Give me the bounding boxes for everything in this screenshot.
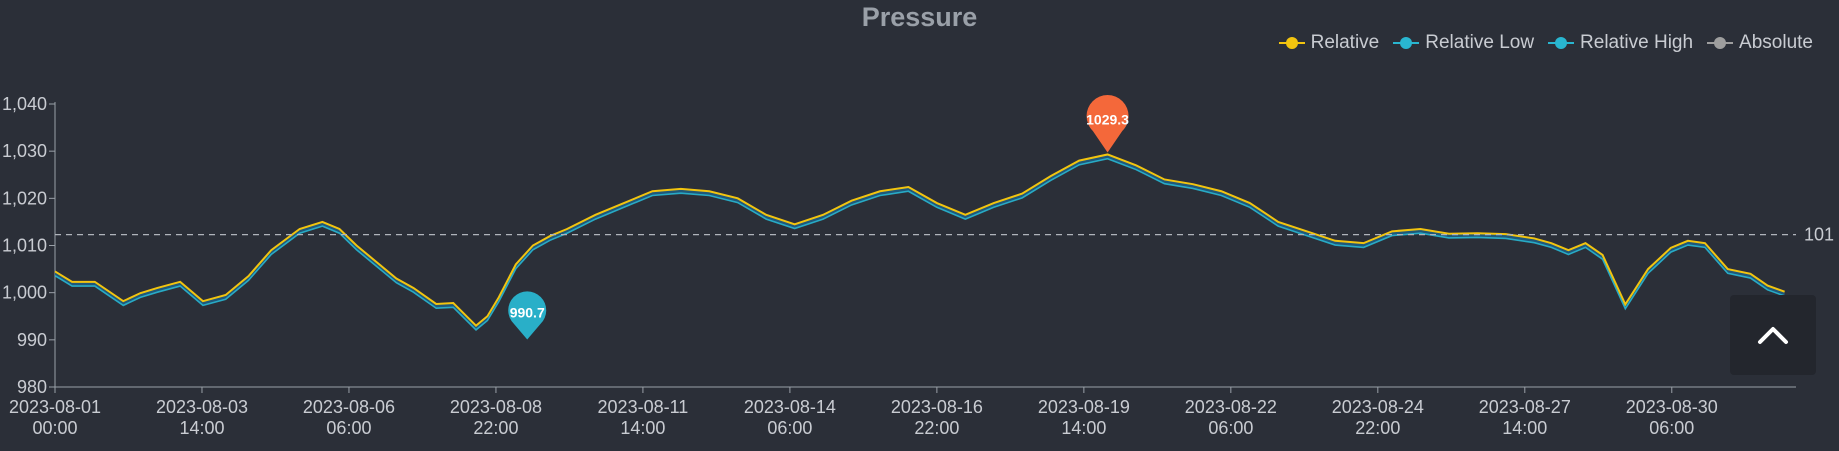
legend-marker-absolute [1707, 36, 1734, 50]
x-tick-label-time: 22:00 [473, 418, 518, 438]
relative-high-line [54, 157, 1785, 332]
y-tick-label: 1,020 [2, 188, 47, 208]
chevron-up-icon [1758, 327, 1788, 344]
legend-label-relative-low: Relative Low [1425, 32, 1535, 53]
chart-legend: Relative Relative Low Relative High Abso… [1278, 32, 1813, 54]
relative-low-band [55, 154, 1785, 330]
legend-marker-relative [1278, 36, 1305, 50]
x-tick-label-time: 22:00 [914, 418, 959, 438]
x-tick-label-date: 2023-08-16 [891, 397, 983, 417]
x-tick-label-date: 2023-08-22 [1185, 397, 1277, 417]
x-tick-label-date: 2023-08-11 [598, 397, 689, 417]
legend-item-relative-high[interactable]: Relative High [1548, 32, 1693, 54]
x-tick-label-date: 2023-08-06 [303, 397, 395, 417]
y-tick-label: 990 [17, 330, 47, 350]
x-tick-label-time: 06:00 [767, 418, 812, 438]
x-tick-label-date: 2023-08-08 [450, 397, 542, 417]
scroll-to-top-button[interactable] [1730, 295, 1816, 375]
legend-label-relative: Relative [1310, 32, 1380, 53]
chart-title: Pressure [861, 2, 978, 32]
legend-label-absolute: Absolute [1739, 32, 1813, 53]
x-tick-label-date: 2023-08-24 [1332, 397, 1424, 417]
x-tick-label-time: 00:00 [32, 418, 77, 438]
y-tick-label: 980 [17, 377, 47, 397]
x-tick-label-date: 2023-08-30 [1626, 397, 1718, 417]
y-tick-label: 1,010 [2, 236, 47, 256]
x-tick-label-time: 06:00 [1649, 418, 1694, 438]
legend-item-absolute[interactable]: Absolute [1707, 32, 1813, 54]
legend-item-relative-low[interactable]: Relative Low [1393, 32, 1534, 54]
average-label: 101 [1804, 225, 1834, 245]
min-pin [508, 291, 547, 340]
x-tick-label-time: 14:00 [179, 418, 224, 438]
min-pin-label: 990.7 [510, 305, 545, 321]
x-tick-label-time: 14:00 [1502, 418, 1547, 438]
x-tick-label-date: 2023-08-27 [1479, 397, 1571, 417]
legend-marker-relative-high [1548, 36, 1575, 50]
max-pin-label: 1029.3 [1086, 111, 1129, 127]
y-tick-label: 1,030 [2, 141, 47, 161]
y-tick-label: 1,000 [2, 283, 47, 303]
x-tick-label-date: 2023-08-03 [156, 397, 248, 417]
x-tick-label-date: 2023-08-14 [744, 397, 836, 417]
x-tick-label-time: 14:00 [1061, 418, 1106, 438]
x-tick-label-time: 22:00 [1355, 418, 1400, 438]
x-tick-label-date: 2023-08-19 [1038, 397, 1130, 417]
legend-marker-relative-low [1393, 36, 1420, 50]
x-tick-label-time: 06:00 [326, 418, 371, 438]
max-pin [1086, 95, 1129, 153]
y-tick-label: 1,040 [2, 94, 47, 114]
legend-label-relative-high: Relative High [1580, 32, 1694, 53]
legend-item-relative[interactable]: Relative [1278, 32, 1380, 54]
x-tick-label-date: 2023-08-01 [9, 397, 101, 417]
relative-line [54, 153, 1785, 328]
x-tick-label-time: 14:00 [620, 418, 665, 438]
x-tick-label-time: 06:00 [1208, 418, 1253, 438]
